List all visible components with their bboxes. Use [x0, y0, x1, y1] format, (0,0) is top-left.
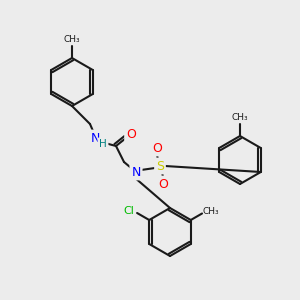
Text: N: N — [131, 166, 141, 178]
Text: CH₃: CH₃ — [232, 113, 248, 122]
Text: CH₃: CH₃ — [64, 35, 80, 44]
Text: O: O — [158, 178, 168, 190]
Text: H: H — [99, 139, 107, 149]
Text: O: O — [126, 128, 136, 140]
Text: S: S — [156, 160, 164, 172]
Text: N: N — [90, 131, 100, 145]
Text: O: O — [152, 142, 162, 154]
Text: CH₃: CH₃ — [203, 207, 219, 216]
Text: Cl: Cl — [124, 206, 134, 216]
